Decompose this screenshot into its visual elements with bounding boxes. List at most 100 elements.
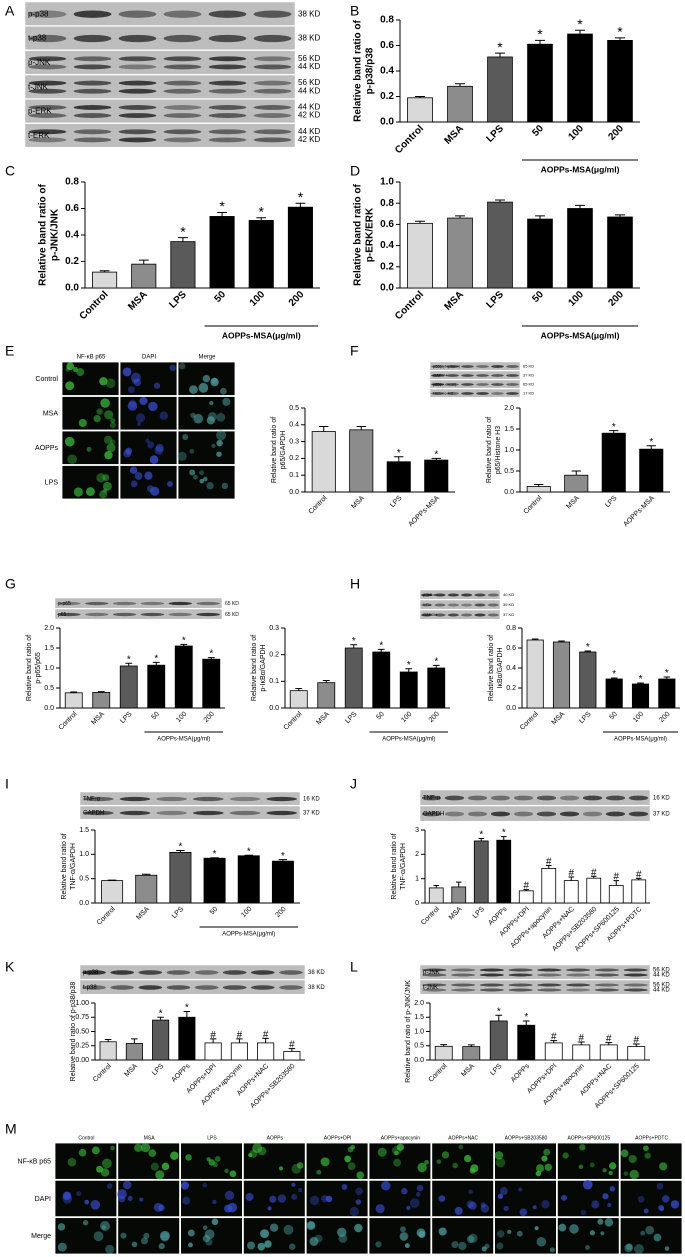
blot-strip [419,789,651,806]
blot-label: p-JNK [423,970,440,976]
bar [399,671,418,709]
significance-mark: * [159,1008,163,1019]
blot-band [461,603,473,607]
blot-band [57,612,81,617]
blot-band [605,811,626,817]
cell-nucleus [468,1189,473,1195]
error-bar [575,204,585,209]
significance-mark: * [497,1006,501,1017]
column-header: MSA [144,1135,156,1141]
blot-band [559,811,580,817]
blot-band [582,795,603,801]
bar [427,667,446,709]
y-tick-label: 1.5 [504,426,514,433]
cell-nucleus [499,1187,508,1195]
cell-nucleus [415,1192,421,1197]
blot-band [163,137,202,143]
blot-size: 44 KD [298,86,320,95]
cell-nucleus [149,455,159,464]
cell-nucleus [451,1241,459,1249]
blot-band [491,374,504,377]
blot-band [163,88,202,94]
cell-nucleus [154,445,164,455]
x-tick-label: 100 [175,711,188,724]
y-axis-label: Relative band ratio of [353,183,364,285]
cell-nucleus [85,487,95,497]
blot-label: p-p38 [83,970,99,976]
significance-mark: * [649,437,653,448]
y-tick-label: 1.0 [414,1028,424,1035]
cell-nucleus [76,368,85,376]
cell-nucleus [620,1149,629,1158]
cell-nucleus [541,1199,550,1209]
significance-mark: # [263,1029,269,1040]
cell-nucleus [203,476,208,482]
blot-band [476,365,489,368]
cell-nucleus [148,1149,157,1158]
blot-size: 42 KD [298,135,320,144]
y-axis-label: p-JNK/JNK [50,208,61,261]
cell-nucleus [629,1169,639,1180]
x-tick-label: Control [308,494,329,515]
x-tick-label: LPS [484,289,506,311]
blot-band [506,392,519,395]
blot-band [461,365,474,368]
blot-band [506,383,519,386]
cell-nucleus [214,1156,221,1162]
blot-band [537,988,562,992]
x-tick-label: 50 [530,289,546,305]
blot-strip [79,791,301,806]
cell-nucleus [144,471,153,480]
row-label: Control [35,376,58,383]
blot-band [168,612,192,617]
x-tick-label: AOPPs+apocynin [510,906,554,950]
error-bar [356,425,366,430]
error-bar [125,662,133,666]
significance-mark: # [237,1030,243,1041]
bar [627,1046,646,1061]
bar [203,857,226,904]
column-header: AOPPs+PDTC [635,1135,668,1141]
y-axis-label: Relative band ratio of [251,635,258,701]
blot-band [118,88,157,94]
bar [447,217,473,289]
y-tick-label: 0.4 [506,665,516,672]
cell-nucleus [314,1234,323,1243]
y-tick-label: 0.0 [289,489,299,496]
cell-nucleus [159,411,169,420]
blot-band [163,129,202,135]
micrograph-cell [119,361,178,396]
y-tick-label: 0.0 [506,705,516,712]
y-tick-label: 1 [415,876,419,883]
cell-nucleus [76,1190,82,1197]
cell-nucleus [291,1182,296,1187]
error-bar [500,836,507,841]
cell-nucleus [148,401,158,412]
significance-mark: * [180,223,186,239]
cell-nucleus [57,1242,67,1252]
blot-band [476,392,489,395]
cell-nucleus [409,1198,420,1208]
error-bar [535,215,545,220]
cell-nucleus [463,1154,472,1163]
cell-nucleus [309,1236,319,1246]
blot-band [163,80,202,86]
cell-nucleus [158,1204,165,1212]
y-tick-label: 0.0 [65,283,79,294]
error-bar [217,211,227,217]
blot-band [537,968,562,972]
bar [631,683,650,709]
y-axis-label: TNF-α/GAPDH [70,843,77,890]
bar [209,216,235,289]
blot-band [208,80,247,86]
blot-band [508,988,533,992]
blot-label: p-ERK [28,107,52,116]
panel-letter: E [5,343,14,359]
blot-band [163,64,202,70]
cell-nucleus [99,490,108,499]
column-header: Control [78,1135,94,1141]
cell-nucleus [518,1187,523,1192]
cell-nucleus [120,1232,127,1239]
y-tick-label: 0.3 [289,438,299,445]
